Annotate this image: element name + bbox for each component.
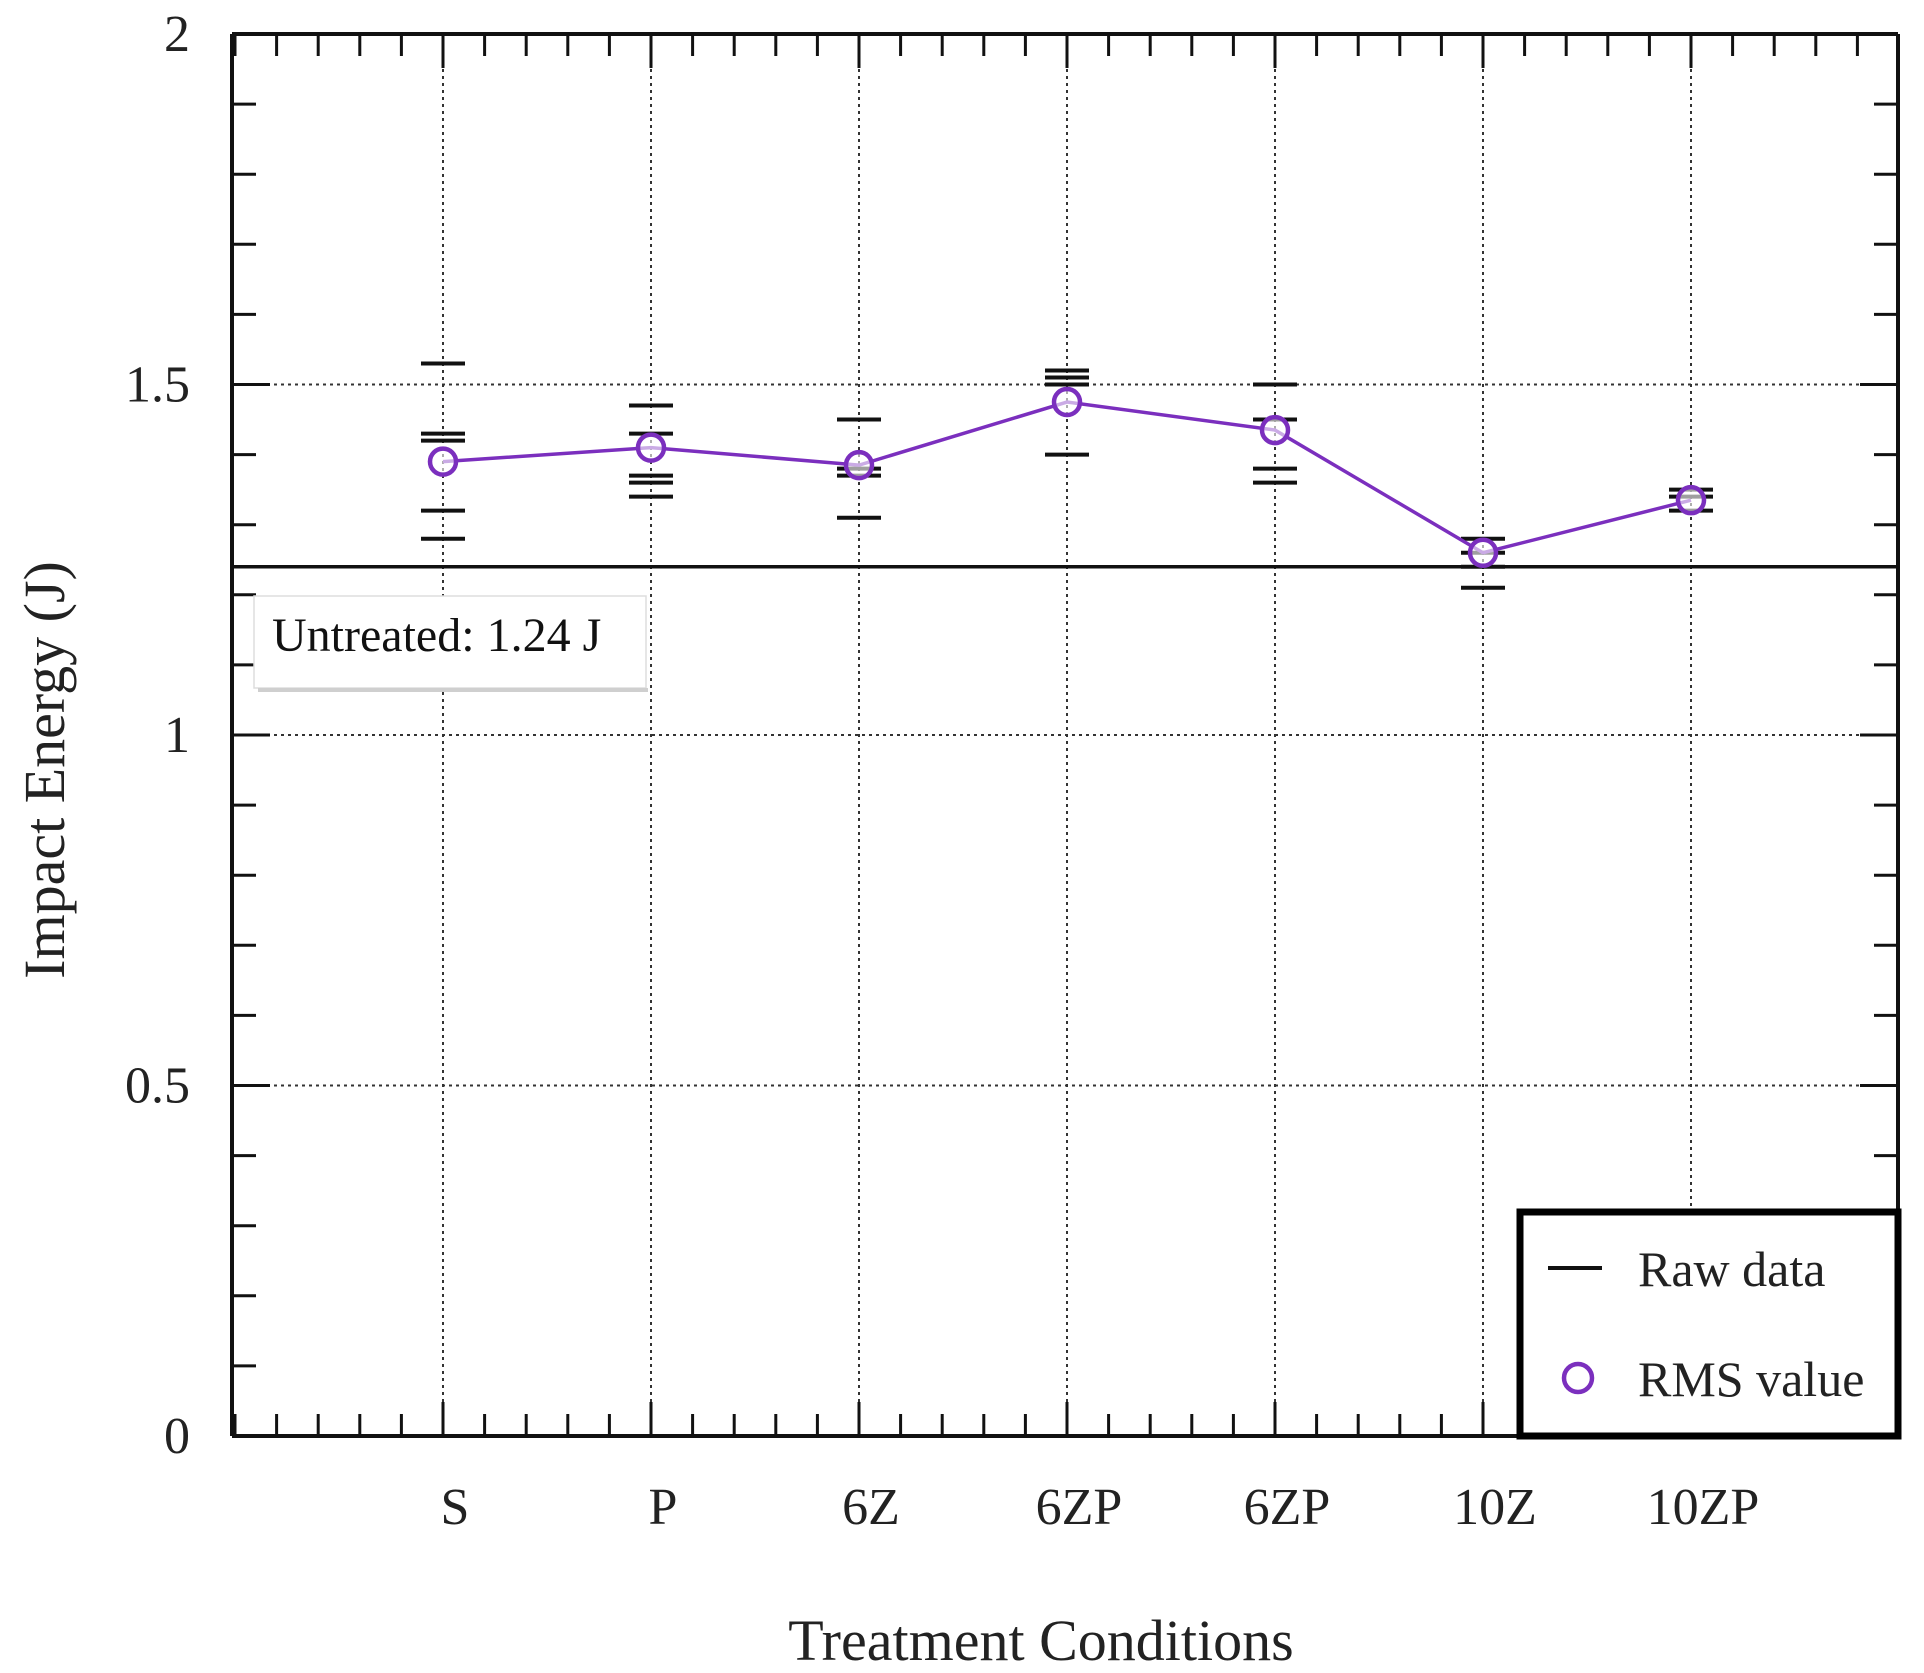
- axis-labels-layer: 0 0.5 1 1.5 2 S P 6Z 6ZP 6ZP 10Z 10ZP Treatment Cond…: [12, 6, 1760, 1673]
- x-tick-label: 10Z: [1453, 1479, 1537, 1536]
- legend-box: [1516, 1208, 1902, 1440]
- legend: Raw data RMS value: [1516, 1208, 1902, 1440]
- untreated-annotation-text: Untreated: 1.24 J: [272, 609, 601, 662]
- y-tick-label: 2: [164, 6, 190, 63]
- legend-rms-value-label: RMS value: [1638, 1351, 1864, 1407]
- rms-point: [1675, 484, 1707, 516]
- legend-rms-value-symbol: [1561, 1361, 1595, 1395]
- annotation-layer: Untreated: 1.24 J: [253, 595, 648, 692]
- x-tick-label: 6Z: [842, 1479, 900, 1536]
- rms-point: [1467, 537, 1499, 568]
- x-tick-label: 6ZP: [1244, 1479, 1331, 1536]
- legend-raw-data-label: Raw data: [1638, 1241, 1825, 1297]
- x-tick-label: P: [649, 1479, 678, 1536]
- y-tick-label: 1: [164, 707, 190, 764]
- y-tick-label: 1.5: [125, 357, 190, 414]
- rms-point: [427, 446, 459, 477]
- untreated-annotation-box: [253, 595, 647, 689]
- rms-series-layer: [427, 386, 1707, 568]
- x-tick-label: S: [441, 1479, 470, 1536]
- rms-point: [843, 449, 875, 481]
- y-tick-label: 0.5: [125, 1058, 190, 1115]
- y-tick-label: 0: [164, 1408, 190, 1465]
- rms-point: [1259, 414, 1291, 446]
- rms-point: [635, 432, 667, 463]
- y-axis-title: Impact Energy (J): [12, 561, 77, 979]
- x-tick-label: 10ZP: [1647, 1479, 1760, 1536]
- x-axis-title: Treatment Conditions: [788, 1608, 1293, 1668]
- rms-point: [1051, 386, 1083, 418]
- grid-layer: [232, 34, 1898, 1436]
- x-tick-label: 6ZP: [1036, 1479, 1123, 1536]
